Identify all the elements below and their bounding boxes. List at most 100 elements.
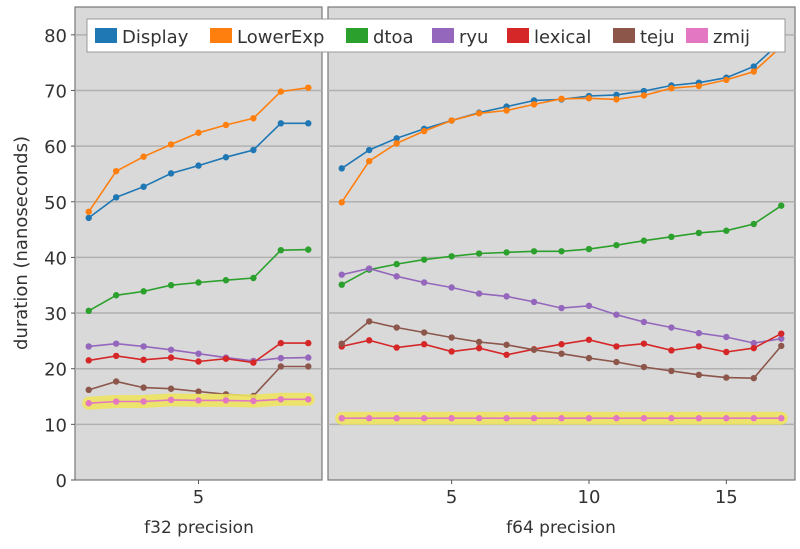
data-point-dtoa: [640, 237, 648, 244]
data-point-ryu: [668, 324, 675, 331]
data-point-Display: [167, 170, 175, 177]
x-tick-label: 15: [715, 487, 738, 508]
legend-swatch-dtoa: [346, 28, 368, 43]
data-point-LowerExp: [530, 101, 538, 108]
data-point-teju: [366, 318, 373, 325]
data-point-zmij: [366, 415, 373, 422]
data-point-ryu: [558, 304, 565, 312]
data-point-LowerExp: [305, 84, 312, 91]
data-point-zmij: [222, 397, 230, 404]
data-point-teju: [277, 363, 285, 370]
legend-label-LowerExp: LowerExp: [237, 27, 324, 48]
data-point-LowerExp: [250, 115, 257, 122]
data-point-zmij: [558, 415, 565, 422]
data-point-Display: [366, 146, 373, 154]
data-point-lexical: [393, 344, 400, 351]
data-point-lexical: [695, 343, 703, 350]
data-point-dtoa: [277, 246, 285, 254]
data-point-LowerExp: [668, 85, 675, 92]
data-point-dtoa: [448, 253, 455, 260]
y-tick-label: 40: [44, 248, 67, 269]
data-point-dtoa: [195, 279, 202, 286]
data-point-lexical: [613, 343, 620, 350]
data-point-ryu: [420, 279, 428, 286]
data-point-teju: [475, 338, 483, 346]
data-point-dtoa: [695, 229, 703, 237]
data-point-zmij: [585, 415, 593, 422]
data-point-lexical: [222, 355, 230, 362]
data-point-LowerExp: [475, 110, 483, 117]
legend-label-lexical: lexical: [534, 27, 591, 48]
y-tick-label: 70: [44, 81, 67, 102]
data-point-LowerExp: [695, 82, 703, 90]
data-point-dtoa: [558, 248, 565, 255]
data-point-dtoa: [503, 249, 510, 256]
data-point-zmij: [475, 415, 483, 422]
data-point-LowerExp: [222, 121, 230, 129]
data-point-zmij: [393, 415, 400, 422]
data-point-dtoa: [250, 274, 257, 282]
y-tick-label: 0: [56, 471, 67, 492]
data-point-LowerExp: [640, 92, 648, 99]
data-point-ryu: [530, 298, 538, 306]
legend-swatch-teju: [613, 28, 635, 43]
data-point-lexical: [420, 341, 428, 348]
legend-swatch-ryu: [432, 28, 454, 43]
data-point-LowerExp: [585, 95, 593, 102]
data-point-dtoa: [420, 256, 428, 263]
data-point-dtoa: [778, 202, 785, 209]
data-point-teju: [778, 342, 785, 350]
legend-label-Display: Display: [122, 27, 189, 48]
data-point-ryu: [613, 311, 620, 318]
data-point-lexical: [475, 344, 483, 352]
data-point-LowerExp: [448, 117, 455, 124]
data-point-ryu: [778, 335, 785, 342]
legend-swatch-lexical: [507, 28, 529, 43]
data-point-zmij: [723, 415, 730, 422]
data-point-Display: [393, 135, 400, 142]
data-point-Display: [640, 87, 648, 95]
data-point-Display: [277, 120, 285, 127]
legend: Display LowerExp dtoa ryu lexical teju zmij: [86, 18, 786, 53]
data-point-lexical: [167, 354, 175, 361]
data-point-teju: [668, 367, 675, 375]
data-point-LowerExp: [277, 88, 285, 95]
data-point-ryu: [85, 343, 92, 350]
data-point-zmij: [613, 415, 620, 422]
data-point-teju: [112, 378, 120, 385]
data-point-Display: [250, 146, 257, 154]
data-point-zmij: [448, 415, 455, 422]
data-point-LowerExp: [167, 141, 175, 148]
data-point-lexical: [668, 347, 675, 354]
data-point-zmij: [195, 397, 202, 404]
data-point-ryu: [393, 273, 400, 280]
data-point-LowerExp: [85, 208, 92, 215]
y-tick-label: 10: [44, 415, 67, 436]
data-point-Display: [85, 214, 92, 222]
data-point-dtoa: [112, 292, 120, 299]
data-point-ryu: [585, 302, 593, 310]
data-point-Display: [222, 154, 230, 161]
data-point-lexical: [558, 341, 565, 348]
data-point-teju: [585, 354, 593, 362]
data-point-ryu: [305, 354, 312, 361]
data-point-Display: [613, 91, 620, 99]
data-point-LowerExp: [140, 153, 147, 160]
data-point-dtoa: [750, 220, 757, 228]
data-point-ryu: [695, 329, 703, 337]
data-point-lexical: [195, 358, 202, 365]
data-point-dtoa: [305, 246, 312, 253]
data-point-teju: [503, 341, 510, 348]
data-point-teju: [305, 363, 312, 370]
data-point-LowerExp: [112, 167, 120, 175]
data-point-Display: [140, 183, 147, 190]
data-point-LowerExp: [420, 127, 428, 135]
data-point-teju: [640, 363, 648, 371]
data-point-LowerExp: [750, 68, 757, 75]
data-point-teju: [420, 329, 428, 336]
data-point-lexical: [448, 348, 455, 355]
legend-box: [86, 18, 786, 53]
data-point-Display: [195, 162, 202, 169]
data-point-teju: [140, 384, 147, 391]
data-point-teju: [393, 324, 400, 331]
